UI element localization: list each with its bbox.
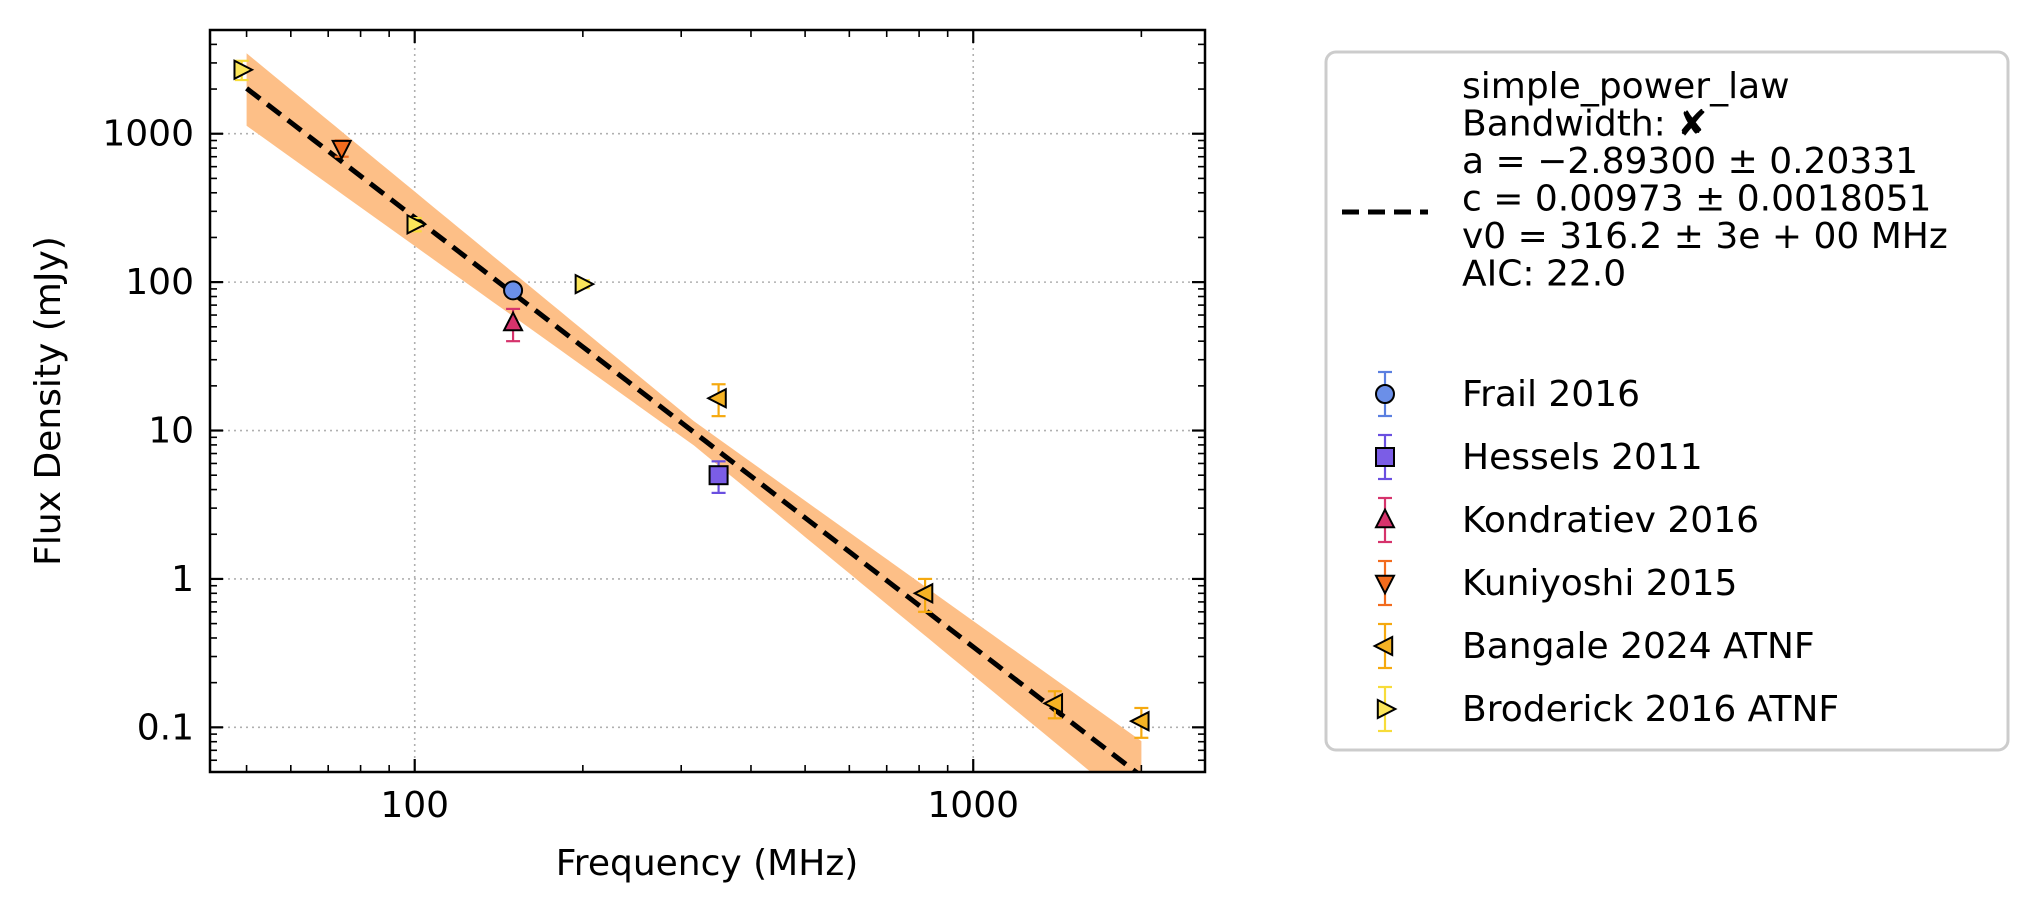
data-point <box>1128 710 1150 732</box>
series-broderick-2016-atnf <box>233 59 596 295</box>
series-kuniyoshi-2015 <box>331 139 353 161</box>
legend-entry: Frail 2016 <box>1375 370 1640 418</box>
data-point <box>503 280 524 301</box>
y-tick-label: 100 <box>125 262 194 303</box>
legend-fit-line-0: simple_power_law <box>1462 66 1790 107</box>
series-bangale-2024-atnf <box>706 383 1150 739</box>
data-point <box>1042 692 1064 715</box>
legend-fit-line-2: a = −2.89300 ± 0.20331 <box>1462 141 1918 182</box>
legend-entry: Bangale 2024 ATNF <box>1372 622 1815 670</box>
legend-marker <box>1374 574 1396 596</box>
data-point <box>406 213 428 236</box>
legend-label: Frail 2016 <box>1462 374 1640 415</box>
legend-label: Hessels 2011 <box>1462 437 1703 478</box>
data-point <box>233 59 255 81</box>
fit-uncertainty-band-group <box>246 53 1142 772</box>
legend-entry: Kondratiev 2016 <box>1374 496 1759 544</box>
y-axis-label: Flux Density (mJy) <box>28 236 69 566</box>
legend-marker <box>1376 698 1398 720</box>
y-tick-label: 10 <box>148 411 194 452</box>
x-tick-label: 100 <box>380 785 449 826</box>
data-point <box>331 139 353 161</box>
legend-marker <box>1375 447 1395 467</box>
data-point <box>706 387 727 409</box>
legend-fit-line-4: v0 = 316.2 ± 3e + 00 MHz <box>1462 216 1948 257</box>
data-point <box>708 465 729 486</box>
legend-label: Bangale 2024 ATNF <box>1462 626 1815 667</box>
x-tick-label: 1000 <box>927 785 1019 826</box>
legend-marker <box>1375 384 1395 404</box>
legend-label: Kondratiev 2016 <box>1462 500 1759 541</box>
fit-line-group <box>245 86 1141 772</box>
legend-marker <box>1372 635 1394 657</box>
legend-fit-line-5: AIC: 22.0 <box>1462 254 1626 295</box>
legend-series-entries: Frail 2016 Hessels 2011 Kondratiev 2016 Kun… <box>1372 370 1839 733</box>
legend-label: Broderick 2016 ATNF <box>1462 689 1839 730</box>
data-point <box>912 582 934 604</box>
data-point <box>574 273 596 295</box>
series-kondratiev-2016 <box>502 307 524 343</box>
legend-frame <box>1324 50 2010 752</box>
legend-entry: Kuniyoshi 2015 <box>1374 559 1737 607</box>
legend-label: Kuniyoshi 2015 <box>1462 563 1737 604</box>
legend-marker <box>1374 507 1396 529</box>
legend-fit-line-3: c = 0.00973 ± 0.0018051 <box>1462 179 1931 220</box>
fit-uncertainty-band <box>246 53 1142 772</box>
series-frail-2016 <box>503 280 524 301</box>
x-axis-label: Frequency (MHz) <box>556 843 859 884</box>
axis-ticks: 100 1000 0.1 1 10 100 1000 <box>102 30 1205 826</box>
y-tick-label: 1 <box>171 559 194 600</box>
legend-fit-line-1: Bandwidth: ✘ <box>1462 104 1707 145</box>
legend-entry: Hessels 2011 <box>1375 433 1703 481</box>
data-point <box>502 310 524 332</box>
legend-entry: Broderick 2016 ATNF <box>1376 685 1839 733</box>
y-tick-label: 1000 <box>102 114 194 155</box>
y-tick-label: 0.1 <box>137 707 194 748</box>
plot-frame <box>208 28 1207 774</box>
series-hessels-2011 <box>708 460 729 494</box>
data-points <box>233 59 1150 739</box>
grid-lines <box>210 30 1205 772</box>
fit-line <box>245 86 1141 772</box>
